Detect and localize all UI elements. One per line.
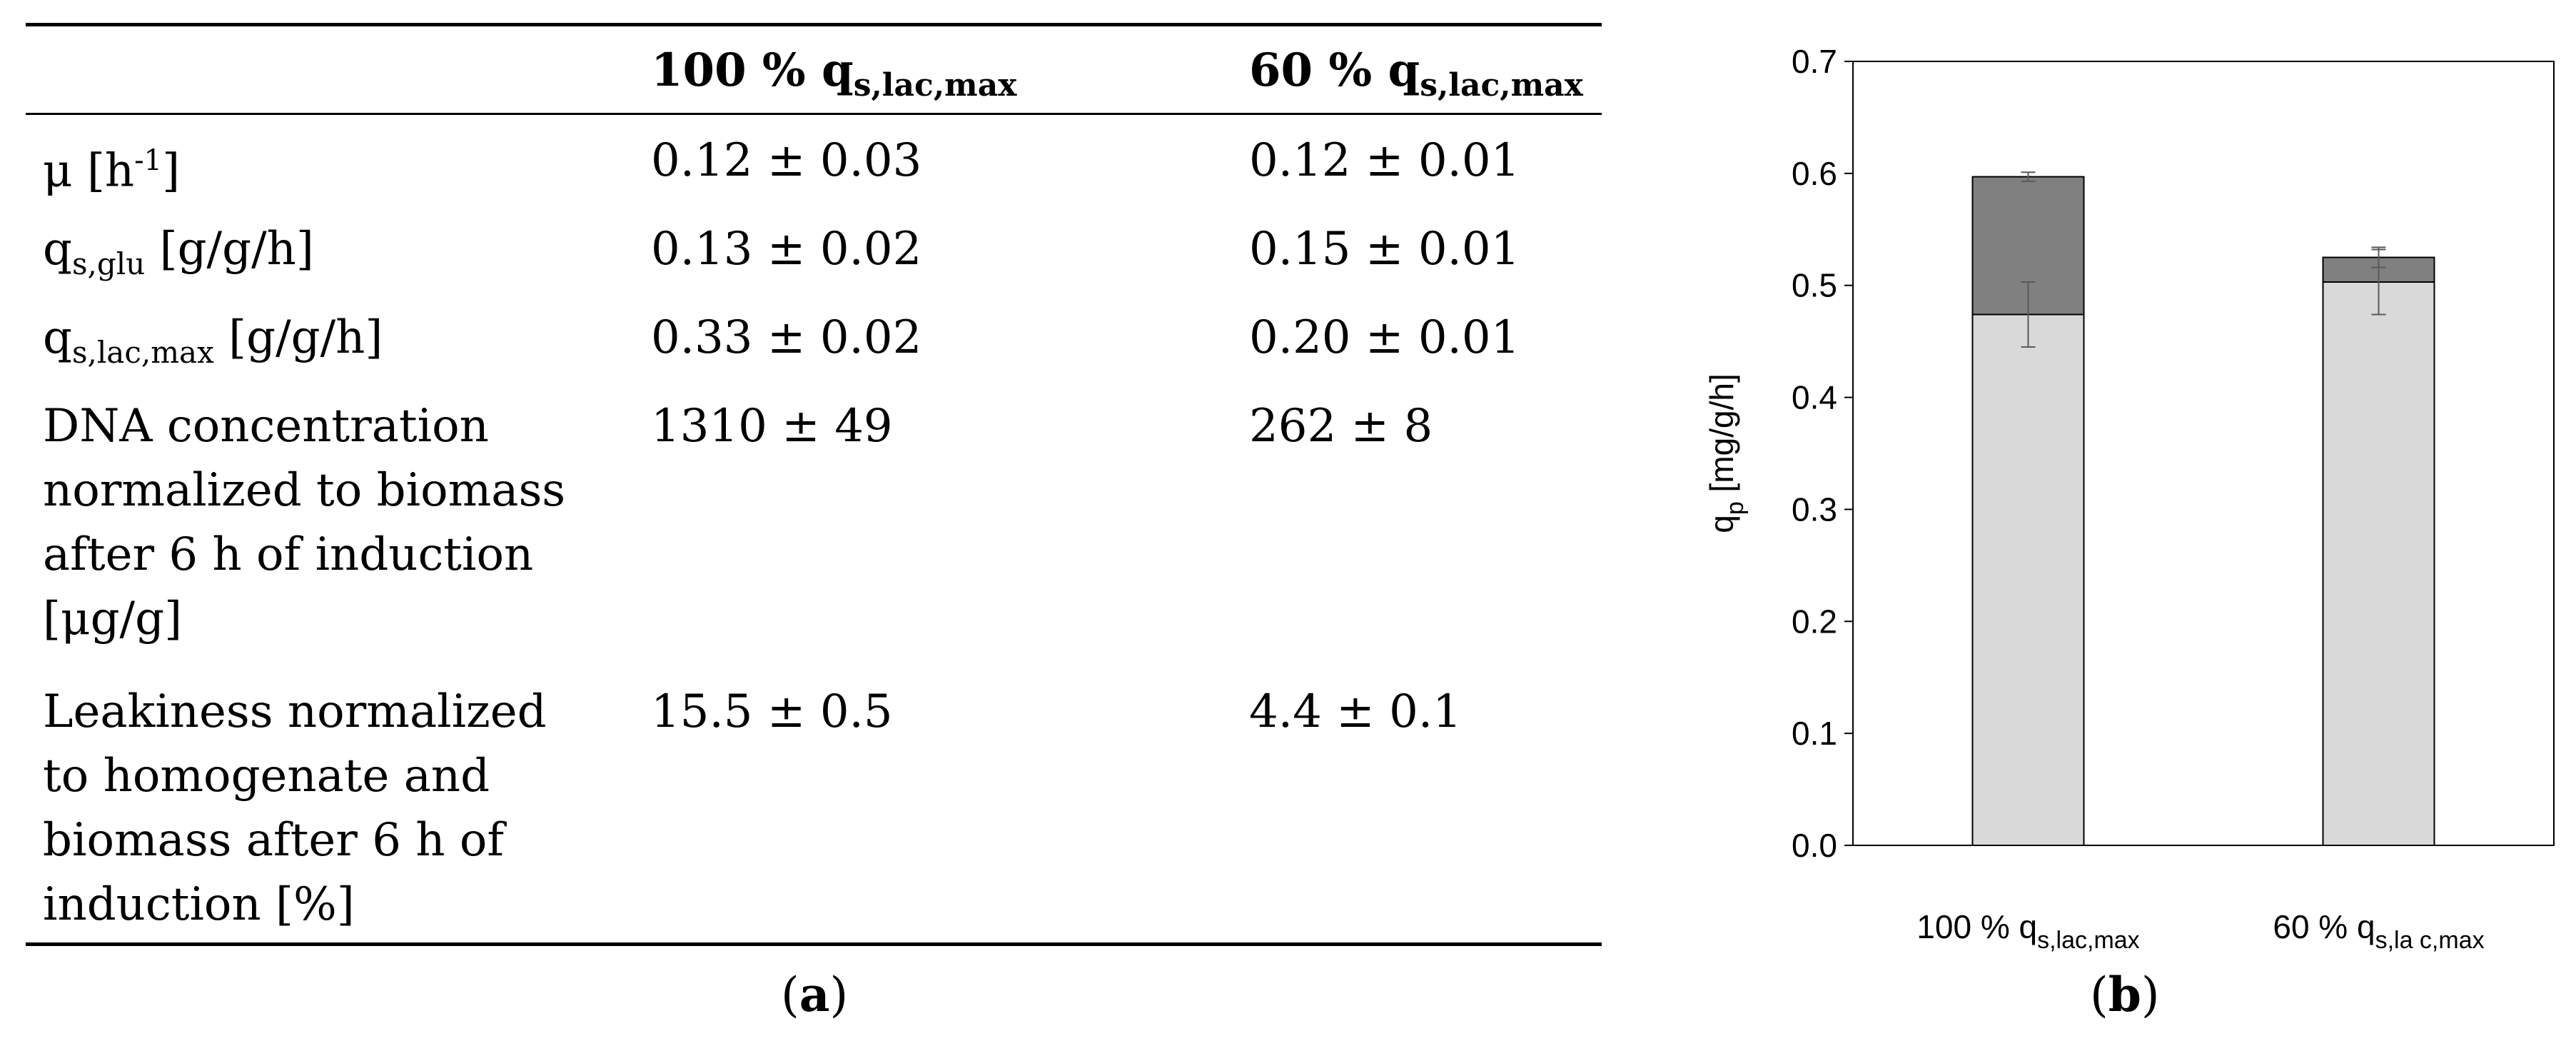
error-bar bbox=[2371, 246, 2386, 268]
y-tick-label: 0.6 bbox=[1792, 155, 1837, 192]
bars bbox=[1971, 176, 2435, 847]
y-tick-label: 0.7 bbox=[1792, 43, 1837, 80]
y-tick-label: 0.1 bbox=[1792, 715, 1837, 752]
cell-mu-60: 0.12 ± 0.01 bbox=[1249, 134, 1520, 187]
caption-a: (a) bbox=[781, 967, 849, 1022]
cell-leakiness-60: 4.4 ± 0.1 bbox=[1249, 685, 1462, 738]
x-category-label: 60 % qs,la c,max bbox=[2273, 908, 2484, 954]
header-60-percent: 60 % qs,lac,max bbox=[1249, 44, 1583, 104]
row-label-mu: μ [h-1] bbox=[43, 144, 181, 198]
y-axis-label: qp [mg/g/h] bbox=[1703, 373, 1749, 533]
header-100-percent: 100 % qs,lac,max bbox=[651, 44, 1017, 104]
error-bars bbox=[2021, 171, 2386, 348]
y-tick-label: 0.3 bbox=[1792, 491, 1837, 528]
y-axis-label-group: qp [mg/g/h] bbox=[1703, 373, 1749, 533]
y-tick-label: 0.0 bbox=[1792, 827, 1837, 864]
cell-qs-glu-100: 0.13 ± 0.02 bbox=[651, 223, 922, 276]
bar-segment bbox=[1971, 313, 2085, 846]
x-axis-category-labels: 100 % qs,lac,max 60 % qs,la c,max bbox=[1916, 908, 2484, 954]
table-top-rule bbox=[26, 23, 1602, 26]
row-label-qs-lac-max: qs,lac,max [g/g/h] bbox=[43, 311, 383, 370]
plot-frame bbox=[1852, 61, 2555, 846]
qp-bar-chart: 0.0 0.1 0.2 0.3 0.4 0.5 0.6 0.7 100 % qs,lac,ma… bbox=[1703, 43, 2555, 954]
cell-qs-lac-max-100: 0.33 ± 0.02 bbox=[651, 311, 922, 364]
cell-dna-100: 1310 ± 49 bbox=[651, 400, 893, 453]
x-category-label: 100 % qs,lac,max bbox=[1916, 908, 2139, 954]
row-label-qs-glu: qs,glu [g/g/h] bbox=[43, 223, 314, 281]
cell-dna-60: 262 ± 8 bbox=[1249, 400, 1433, 453]
error-bar bbox=[2021, 281, 2036, 348]
table-bottom-rule bbox=[26, 942, 1602, 946]
row-label-dna-concentration: DNA concentration normalized to biomass … bbox=[43, 400, 566, 645]
cell-qs-lac-max-60: 0.20 ± 0.01 bbox=[1249, 311, 1520, 364]
plot-border bbox=[1852, 61, 2555, 846]
bar-segment bbox=[2322, 281, 2435, 847]
y-tick-label: 0.4 bbox=[1792, 379, 1837, 416]
table-header-rule bbox=[26, 113, 1602, 115]
y-tick-label: 0.5 bbox=[1792, 267, 1837, 304]
error-bar bbox=[2021, 171, 2036, 182]
y-axis: 0.0 0.1 0.2 0.3 0.4 0.5 0.6 0.7 bbox=[1792, 43, 1853, 864]
results-table-panel: 100 % qs,lac,max 60 % qs,lac,max μ [h-1]… bbox=[26, 23, 1602, 1022]
caption-b: (b) bbox=[2090, 967, 2160, 1022]
row-label-leakiness: Leakiness normalized to homogenate and b… bbox=[43, 685, 547, 931]
y-tick-label: 0.2 bbox=[1792, 603, 1837, 640]
cell-qs-glu-60: 0.15 ± 0.01 bbox=[1249, 223, 1520, 276]
cell-leakiness-100: 15.5 ± 0.5 bbox=[651, 685, 893, 738]
qp-bar-chart-panel: 0.0 0.1 0.2 0.3 0.4 0.5 0.6 0.7 100 % qs,lac,ma… bbox=[1642, 0, 2570, 1041]
cell-mu-100: 0.12 ± 0.03 bbox=[651, 134, 922, 187]
